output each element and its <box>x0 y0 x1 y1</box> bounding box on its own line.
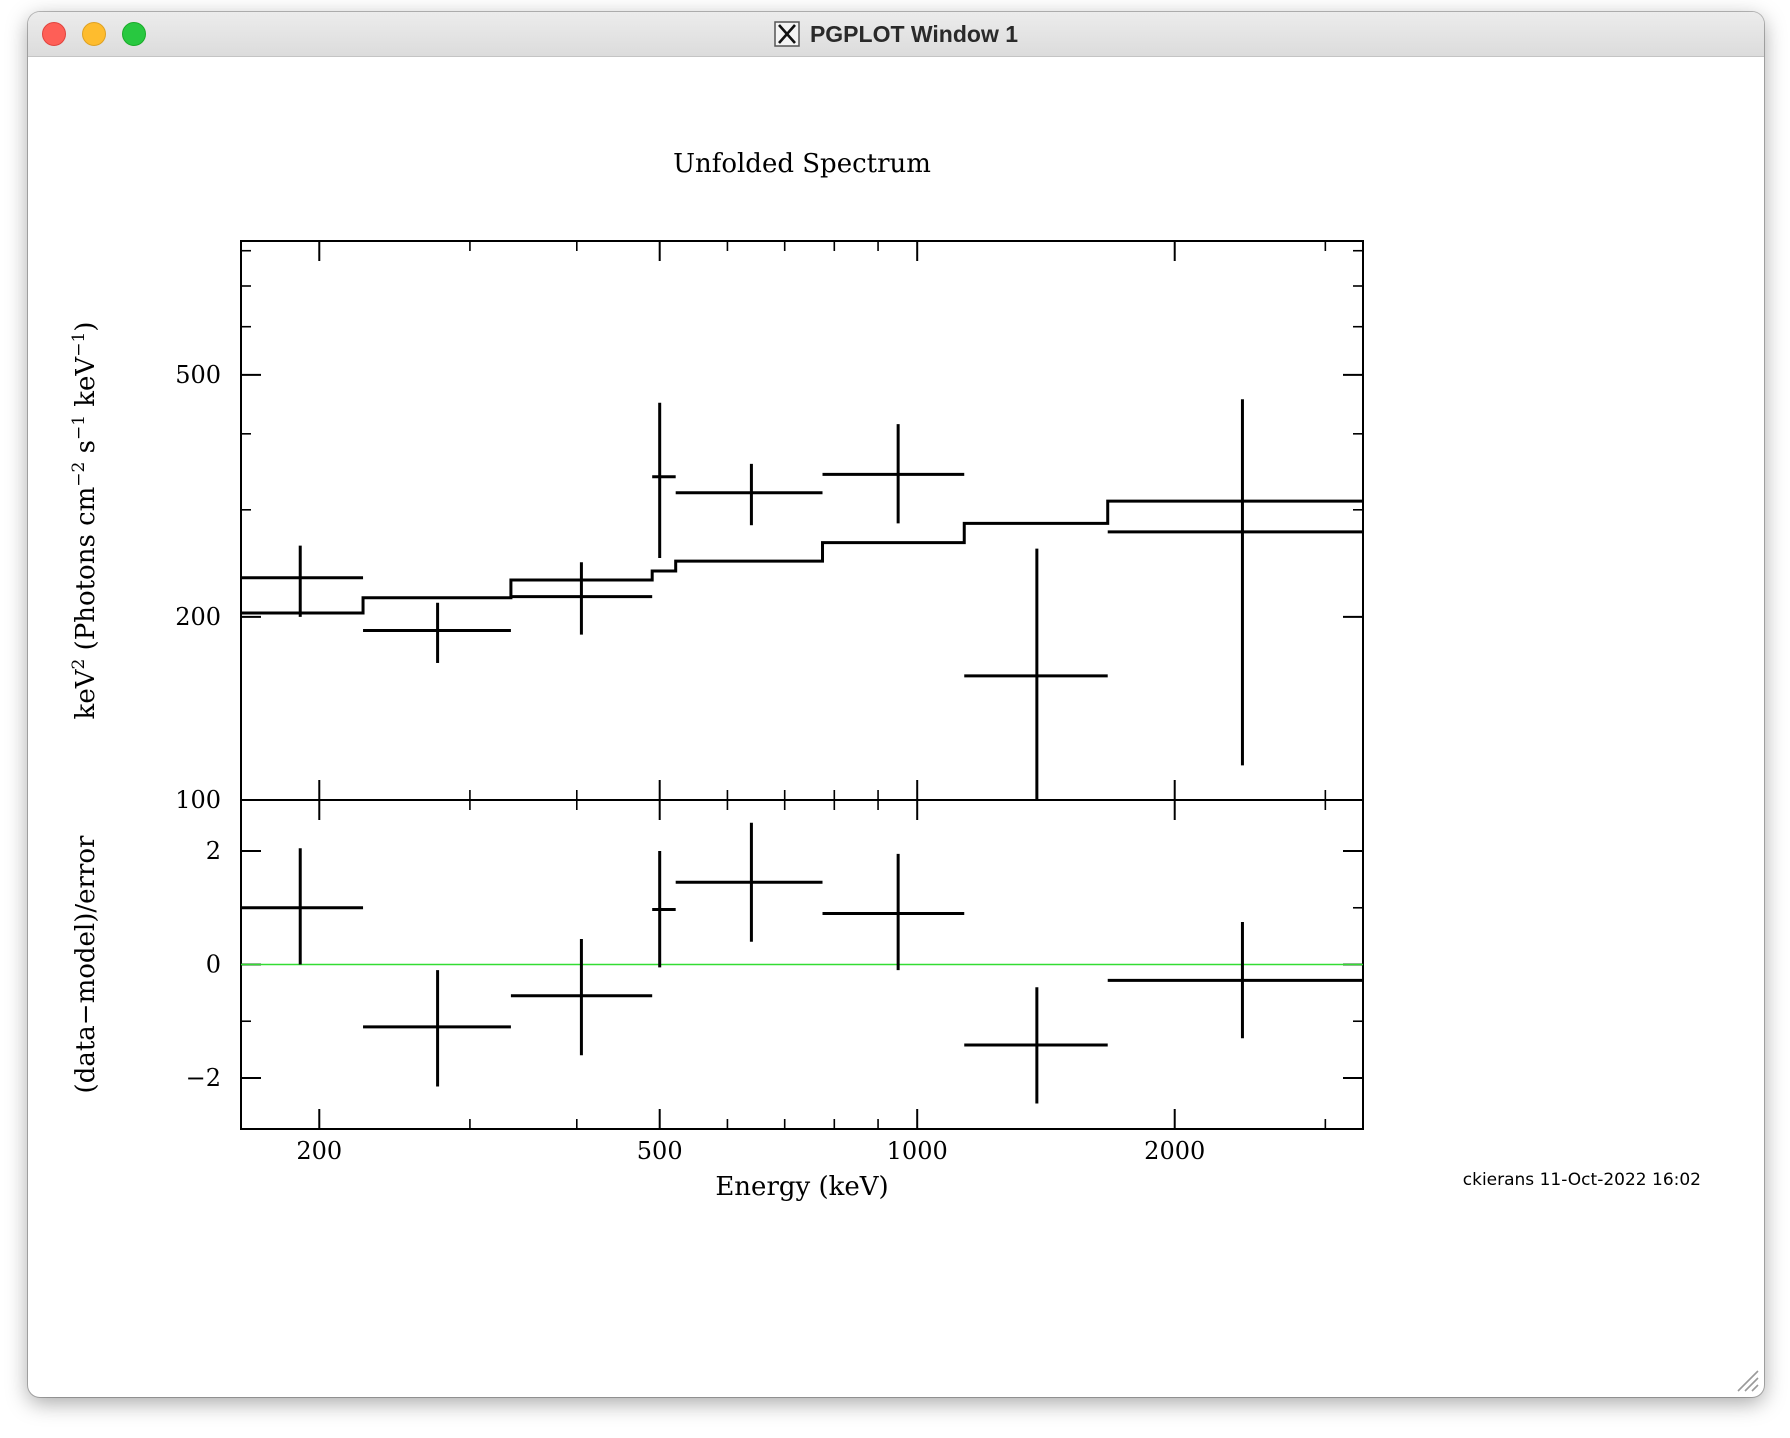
chart-title: Unfolded Spectrum <box>673 149 931 179</box>
maximize-button[interactable] <box>122 22 146 46</box>
ylabel-superscript: 2 <box>69 659 89 670</box>
pgplot-window: PGPLOT Window 1 100 200 500 −2 0 2 200 500 1000 2… <box>28 12 1764 1397</box>
ylabel-superscript: −1 <box>69 415 89 440</box>
spectrum-data-point <box>652 402 676 558</box>
spectrum-y-tick-label: 200 <box>175 603 221 631</box>
ylabel-part: keV <box>71 668 101 719</box>
residual-data-point <box>675 822 823 942</box>
ylabel-part: keV <box>71 356 101 415</box>
x-tick-label: 500 <box>637 1137 683 1165</box>
residual-y-axis-label: (data−model)/error <box>71 835 101 1093</box>
residual-y-tick-label: −2 <box>186 1064 221 1092</box>
residual-y-tick-label: 2 <box>206 837 221 865</box>
close-button[interactable] <box>42 22 66 46</box>
residual-data-point <box>1107 921 1363 1039</box>
spectrum-panel-frame <box>240 240 1364 801</box>
spectrum-data-point <box>1107 399 1363 766</box>
spectrum-data-point <box>241 545 364 617</box>
timestamp-label: ckierans 11-Oct-2022 16:02 <box>1463 1170 1701 1190</box>
spectrum-data-point <box>822 424 965 524</box>
ylabel-part: (Photons cm <box>71 487 101 659</box>
ylabel-part: s <box>71 440 101 462</box>
residual-data-point <box>822 853 965 971</box>
residual-data-point <box>363 970 511 1087</box>
spectrum-data-point <box>510 562 653 635</box>
x-axis-label: Energy (keV) <box>715 1172 888 1202</box>
title-bar[interactable]: PGPLOT Window 1 <box>28 12 1764 57</box>
ylabel-part: ) <box>71 322 101 332</box>
resize-grip-icon[interactable] <box>1734 1367 1760 1393</box>
title-group: PGPLOT Window 1 <box>28 12 1764 56</box>
x-tick-label: 2000 <box>1144 1137 1205 1165</box>
spectrum-data-point <box>675 463 823 526</box>
spectrum-y-tick-label: 100 <box>175 786 221 814</box>
spectrum-data-point <box>964 548 1108 800</box>
residual-data-point <box>241 848 364 965</box>
x-tick-label: 1000 <box>887 1137 948 1165</box>
ylabel-superscript: −2 <box>69 462 89 487</box>
x11-icon <box>774 21 800 47</box>
window-title: PGPLOT Window 1 <box>809 20 1019 47</box>
residual-data-point <box>652 851 676 968</box>
ylabel-superscript: −1 <box>69 332 89 357</box>
residual-data-point <box>510 938 653 1056</box>
residual-y-tick-label: 0 <box>206 951 221 979</box>
minimize-button[interactable] <box>82 22 106 46</box>
spectrum-y-tick-label: 500 <box>175 361 221 389</box>
plot-canvas: 100 200 500 −2 0 2 200 500 1000 2000 Unfolded Spec… <box>69 149 1701 1202</box>
residual-data-point <box>964 987 1108 1104</box>
spectrum-y-axis-label: keV2 (Photons cm−2 s−1 keV−1) <box>69 322 101 720</box>
spectrum-data-point <box>363 602 511 663</box>
x-tick-label: 200 <box>296 1137 342 1165</box>
model-step-line <box>241 499 1363 615</box>
